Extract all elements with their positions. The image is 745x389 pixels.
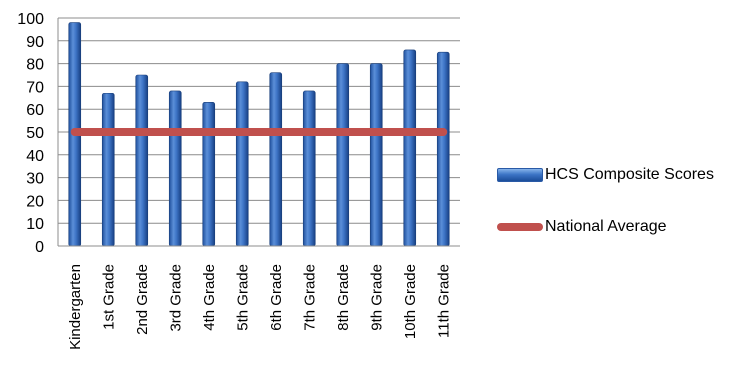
x-tick-label: 11th Grade	[435, 264, 452, 338]
x-tick-label: 4th Grade	[201, 264, 218, 331]
bar-hcs-composite	[269, 72, 283, 247]
x-tick-label: 9th Grade	[368, 264, 385, 331]
y-tick-label: 60	[26, 102, 44, 119]
bar-hcs-composite	[336, 63, 350, 247]
x-tick-label: 5th Grade	[234, 264, 251, 331]
bar-hcs-composite	[135, 74, 149, 247]
bar-hcs-composite	[101, 92, 115, 247]
bar-hcs-composite	[369, 63, 383, 247]
x-tick-label: 1st Grade	[100, 264, 117, 330]
legend-item-national-average: National Average	[497, 216, 714, 238]
y-tick-label: 30	[26, 171, 44, 188]
y-tick-label: 80	[26, 57, 44, 74]
legend-item-hcs: HCS Composite Scores	[497, 164, 714, 186]
y-tick-label: 0	[35, 239, 44, 256]
legend-swatch-national-average	[497, 223, 543, 231]
x-tick-label: 8th Grade	[335, 264, 352, 331]
x-axis-tick-labels: Kindergarten 1st Grade 2nd Grade 3rd Grade 4…	[67, 264, 453, 350]
y-tick-label: 100	[17, 11, 44, 28]
x-tick-label: 6th Grade	[268, 264, 285, 331]
legend: HCS Composite Scores National Average	[497, 164, 714, 268]
y-axis-tick-labels: 0 10 20 30 40 50 60 70 80 90 100	[17, 11, 44, 256]
bar-hcs-composite	[168, 90, 182, 247]
legend-swatch-hcs	[497, 168, 543, 182]
bar-hcs-composite	[403, 49, 417, 247]
y-tick-label: 90	[26, 34, 44, 51]
axes	[57, 18, 460, 247]
x-tick-label: 2nd Grade	[134, 264, 151, 335]
bar-hcs-composite	[202, 102, 216, 247]
y-tick-label: 40	[26, 148, 44, 165]
bar-hcs-composite	[302, 90, 316, 247]
y-tick-label: 70	[26, 79, 44, 96]
y-tick-label: 10	[26, 216, 44, 233]
x-tick-label: 10th Grade	[402, 264, 419, 339]
y-tick-label: 20	[26, 193, 44, 210]
legend-label-national-average: National Average	[545, 218, 667, 235]
y-tick-label: 50	[26, 125, 44, 142]
legend-label-hcs: HCS Composite Scores	[545, 166, 714, 183]
bar-hcs-composite	[235, 81, 249, 247]
x-tick-label: 7th Grade	[301, 264, 318, 331]
x-tick-label: 3rd Grade	[167, 264, 184, 332]
x-tick-label: Kindergarten	[67, 264, 84, 350]
bar-hcs-composite	[436, 51, 450, 247]
